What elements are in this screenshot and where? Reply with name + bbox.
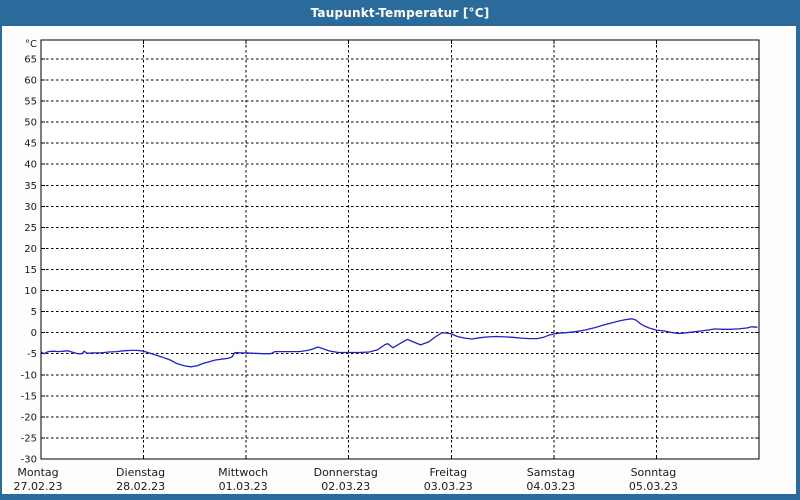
x-date-label: 03.03.23 — [424, 480, 473, 493]
y-tick-label: 25 — [24, 223, 37, 234]
y-tick-label: 20 — [24, 244, 37, 255]
x-date-label: 02.03.23 — [321, 480, 370, 493]
y-tick-label: -25 — [21, 433, 37, 444]
y-tick-label: 35 — [24, 181, 37, 192]
window-titlebar: Taupunkt-Temperatur [°C] — [0, 0, 800, 26]
y-tick-label: 65 — [24, 54, 37, 65]
series-line-taupunkt-temperatur — [40, 318, 758, 368]
y-tick-label: 30 — [24, 202, 37, 213]
x-day-label: Donnerstag — [314, 466, 378, 479]
y-tick-label: 55 — [24, 97, 37, 108]
y-tick-label: -15 — [21, 391, 37, 402]
y-tick-label: -10 — [21, 370, 37, 381]
x-day-label: Mittwoch — [218, 466, 268, 479]
x-day-label: Dienstag — [116, 466, 165, 479]
x-day-label: Freitag — [429, 466, 467, 479]
y-tick-label: 60 — [24, 76, 37, 87]
x-date-label: 04.03.23 — [526, 480, 575, 493]
window-border — [0, 494, 800, 500]
y-tick-label: 10 — [24, 286, 37, 297]
y-tick-label: 15 — [24, 265, 37, 276]
x-date-label: 28.02.23 — [116, 480, 165, 493]
window-border — [796, 26, 800, 500]
x-day-label: Samstag — [527, 466, 575, 479]
y-tick-label: 50 — [24, 118, 37, 129]
y-tick-label: -20 — [21, 412, 37, 423]
window-title: Taupunkt-Temperatur [°C] — [310, 6, 490, 20]
y-tick-label: 40 — [24, 160, 37, 171]
plot-border — [40, 39, 760, 460]
y-tick-label: -30 — [21, 455, 37, 466]
window-border — [0, 26, 2, 500]
y-tick-label: -5 — [27, 349, 37, 360]
x-day-label: Montag — [17, 466, 58, 479]
y-tick-label: 5 — [31, 307, 37, 318]
x-date-label: 01.03.23 — [219, 480, 268, 493]
y-tick-label: 0 — [31, 328, 37, 339]
y-tick-label: 45 — [24, 139, 37, 150]
x-date-label: 27.02.23 — [14, 480, 63, 493]
y-axis-unit-label: °C — [25, 39, 37, 50]
x-day-label: Sonntag — [631, 466, 677, 479]
x-date-label: 05.03.23 — [629, 480, 678, 493]
